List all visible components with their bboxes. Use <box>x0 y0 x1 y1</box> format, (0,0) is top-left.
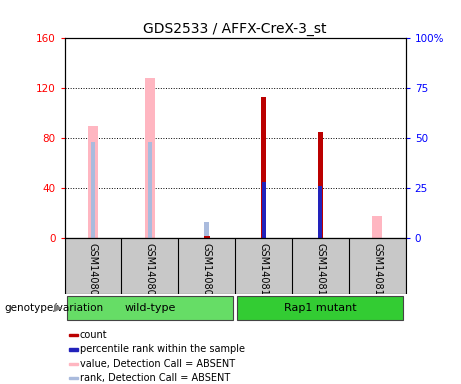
Text: wild-type: wild-type <box>124 303 176 313</box>
Bar <box>88 126 98 238</box>
Title: GDS2533 / AFFX-CreX-3_st: GDS2533 / AFFX-CreX-3_st <box>143 22 327 36</box>
Text: count: count <box>80 330 107 340</box>
Text: value, Detection Call = ABSENT: value, Detection Call = ABSENT <box>80 359 235 369</box>
Bar <box>69 363 78 365</box>
Text: GSM140805: GSM140805 <box>88 243 98 301</box>
Bar <box>69 377 78 379</box>
Text: GSM140811: GSM140811 <box>315 243 325 301</box>
Bar <box>261 182 266 238</box>
Bar <box>318 132 323 238</box>
Text: GSM140809: GSM140809 <box>201 243 212 301</box>
Bar <box>69 334 78 336</box>
Bar <box>69 348 78 351</box>
Bar <box>91 142 95 238</box>
Bar <box>204 235 209 238</box>
FancyBboxPatch shape <box>237 296 403 320</box>
Text: genotype/variation: genotype/variation <box>5 303 104 313</box>
Text: GSM140808: GSM140808 <box>145 243 155 301</box>
Text: GSM140812: GSM140812 <box>372 243 382 301</box>
Text: GSM140810: GSM140810 <box>259 243 269 301</box>
Text: rank, Detection Call = ABSENT: rank, Detection Call = ABSENT <box>80 373 230 383</box>
Bar <box>319 186 322 238</box>
Bar <box>372 216 382 238</box>
FancyBboxPatch shape <box>67 296 233 320</box>
Bar <box>204 222 209 238</box>
Bar <box>261 97 266 238</box>
Text: percentile rank within the sample: percentile rank within the sample <box>80 344 245 354</box>
Bar <box>145 78 155 238</box>
Text: Rap1 mutant: Rap1 mutant <box>284 303 357 313</box>
Bar <box>148 142 152 238</box>
